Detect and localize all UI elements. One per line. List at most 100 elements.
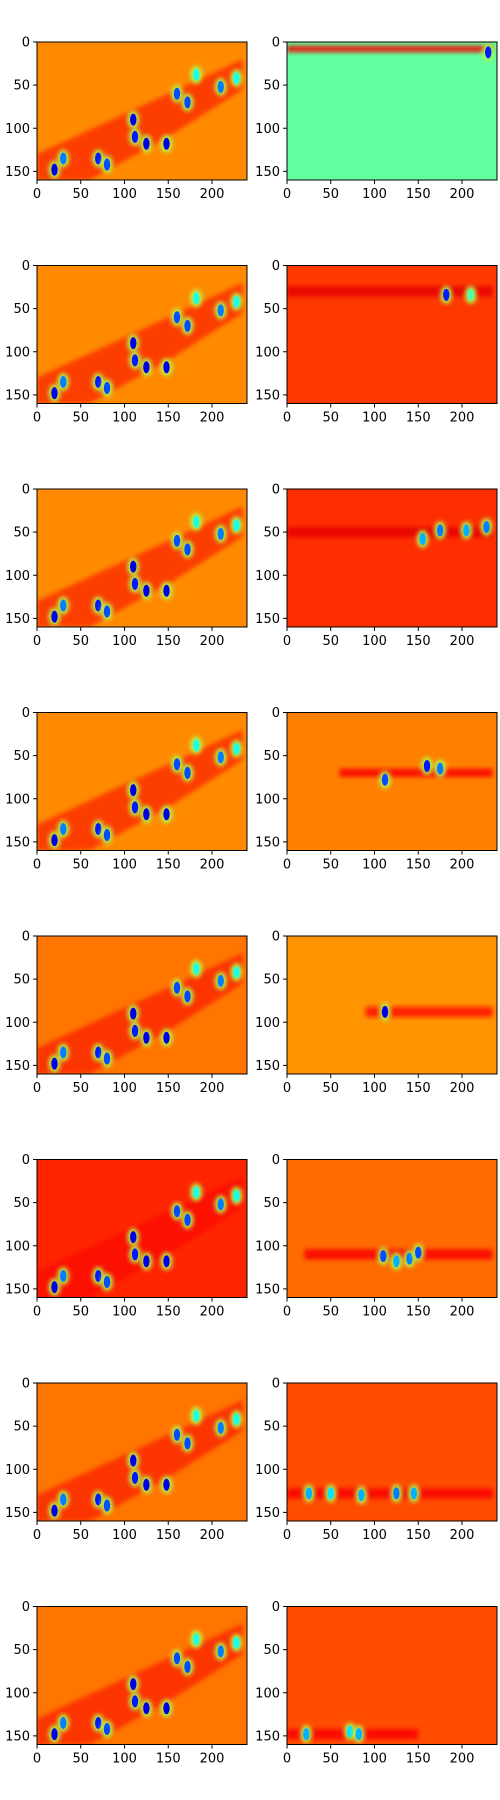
x-tick-label: 100 [112, 1528, 137, 1543]
heatmap-blob [303, 1728, 310, 1741]
axes-frame [286, 1382, 498, 1522]
heatmap-blob [130, 1231, 137, 1244]
x-tick-label: 150 [406, 187, 431, 202]
x-tick-label: 50 [72, 187, 89, 202]
heatmap-blob [443, 288, 450, 301]
x-tick-label: 150 [156, 1528, 181, 1543]
heatmap-blob [95, 1269, 102, 1282]
y-tick-label: 150 [255, 1729, 280, 1744]
heatmap-blob [346, 1725, 354, 1738]
heatmap-background [287, 1606, 497, 1745]
heatmap-blob [173, 534, 181, 547]
heatmap-blob [217, 1421, 224, 1434]
x-tick-label: 200 [450, 858, 475, 873]
y-tick-label: 0 [272, 1600, 280, 1615]
heatmap-blob [130, 1678, 137, 1691]
x-tick-label: 150 [156, 411, 181, 426]
x-tick-label: 100 [112, 634, 137, 649]
x-tick-label: 0 [283, 1752, 291, 1767]
heatmap-blob [406, 1252, 413, 1265]
heatmap-panel-r6-c0: 0 50 100 150 200 0 50 100 150 [5, 1377, 248, 1543]
heatmap-blob [51, 387, 58, 400]
x-tick-label: 50 [72, 1305, 89, 1320]
axes-frame [286, 712, 498, 851]
y-tick-label: 150 [255, 835, 280, 850]
x-tick-label: 150 [406, 634, 431, 649]
heatmap-blob [143, 1478, 150, 1491]
heatmap-panel-r0-c1: 0 50 100 150 200 0 50 100 150 [255, 36, 498, 202]
heatmap-blob [131, 1471, 139, 1484]
x-tick-label: 150 [156, 634, 181, 649]
heatmap-blob [327, 1487, 334, 1500]
y-tick-label: 0 [22, 259, 30, 274]
x-tick-label: 0 [33, 1305, 41, 1320]
x-tick-label: 200 [450, 1528, 475, 1543]
heatmap-blob [193, 962, 200, 975]
x-tick-label: 150 [156, 187, 181, 202]
heatmap-blob [463, 524, 470, 537]
x-tick-label: 0 [283, 634, 291, 649]
heatmap-blob [184, 766, 191, 779]
heatmap-blob [217, 80, 224, 93]
heatmap-background [287, 489, 497, 627]
y-tick-label: 50 [263, 302, 280, 317]
heatmap-blob [51, 610, 58, 623]
heatmap-blob [380, 1250, 387, 1263]
x-tick-label: 200 [200, 634, 225, 649]
x-tick-label: 0 [33, 634, 41, 649]
x-tick-label: 0 [283, 411, 291, 426]
x-tick-label: 0 [283, 187, 291, 202]
y-tick-label: 100 [5, 1016, 30, 1031]
y-tick-label: 100 [255, 1686, 280, 1701]
heatmap-blob [131, 354, 139, 367]
heatmap-blob [436, 524, 444, 537]
heatmap-background [287, 712, 497, 851]
axes-frame [286, 41, 498, 181]
y-tick-label: 100 [255, 569, 280, 584]
x-tick-label: 0 [33, 411, 41, 426]
heatmap-blob [193, 1409, 200, 1422]
heatmap-blob [163, 1702, 170, 1715]
heatmap-streak [37, 282, 243, 404]
axes-frame [36, 1606, 248, 1745]
heatmap-panel-r5-c0: 0 50 100 150 200 0 50 100 150 [5, 1153, 248, 1320]
y-tick-label: 0 [22, 1600, 30, 1615]
heatmap-blob [193, 739, 200, 752]
heatmap-blob [130, 784, 137, 797]
heatmap-blob [393, 1487, 400, 1500]
heatmap-blob [173, 87, 181, 100]
y-tick-label: 150 [5, 1059, 30, 1074]
heatmap-blob [51, 163, 58, 176]
heatmap-panel-r7-c1: 0 50 100 150 200 0 50 100 150 [255, 1600, 498, 1767]
axes-frame [286, 265, 498, 404]
axes-frame [286, 1159, 498, 1298]
heatmap-blob [358, 1489, 365, 1502]
heatmap-background [287, 936, 497, 1074]
heatmap-blob [193, 1633, 200, 1646]
y-tick-label: 50 [263, 1196, 280, 1211]
heatmap-blob [143, 808, 150, 821]
heatmap-panel-r3-c0: 0 50 100 150 200 0 50 100 150 [5, 706, 248, 873]
x-tick-label: 200 [450, 1305, 475, 1320]
heatmap-panel-r1-c0: 0 50 100 150 200 0 50 100 150 [5, 259, 248, 426]
y-tick-label: 150 [5, 612, 30, 627]
heatmap-blob [173, 1428, 181, 1441]
heatmap-blob [217, 1198, 224, 1211]
heatmap-blob [131, 1695, 139, 1708]
heatmap-streak [37, 729, 243, 851]
heatmap-blob [51, 834, 58, 847]
x-tick-label: 200 [200, 1081, 225, 1096]
y-tick-label: 50 [13, 1196, 30, 1211]
heatmap-background [287, 1383, 497, 1521]
x-tick-label: 50 [72, 858, 89, 873]
heatmap-blob [163, 1478, 170, 1491]
heatmap-panel-r6-c1: 0 50 100 150 200 0 50 100 150 [255, 1377, 498, 1543]
x-tick-label: 150 [406, 1528, 431, 1543]
x-tick-label: 200 [200, 411, 225, 426]
x-tick-label: 150 [406, 411, 431, 426]
y-tick-label: 50 [13, 1420, 30, 1435]
heatmap-band [287, 1488, 493, 1499]
heatmap-blob [163, 361, 170, 374]
y-tick-label: 100 [255, 792, 280, 807]
